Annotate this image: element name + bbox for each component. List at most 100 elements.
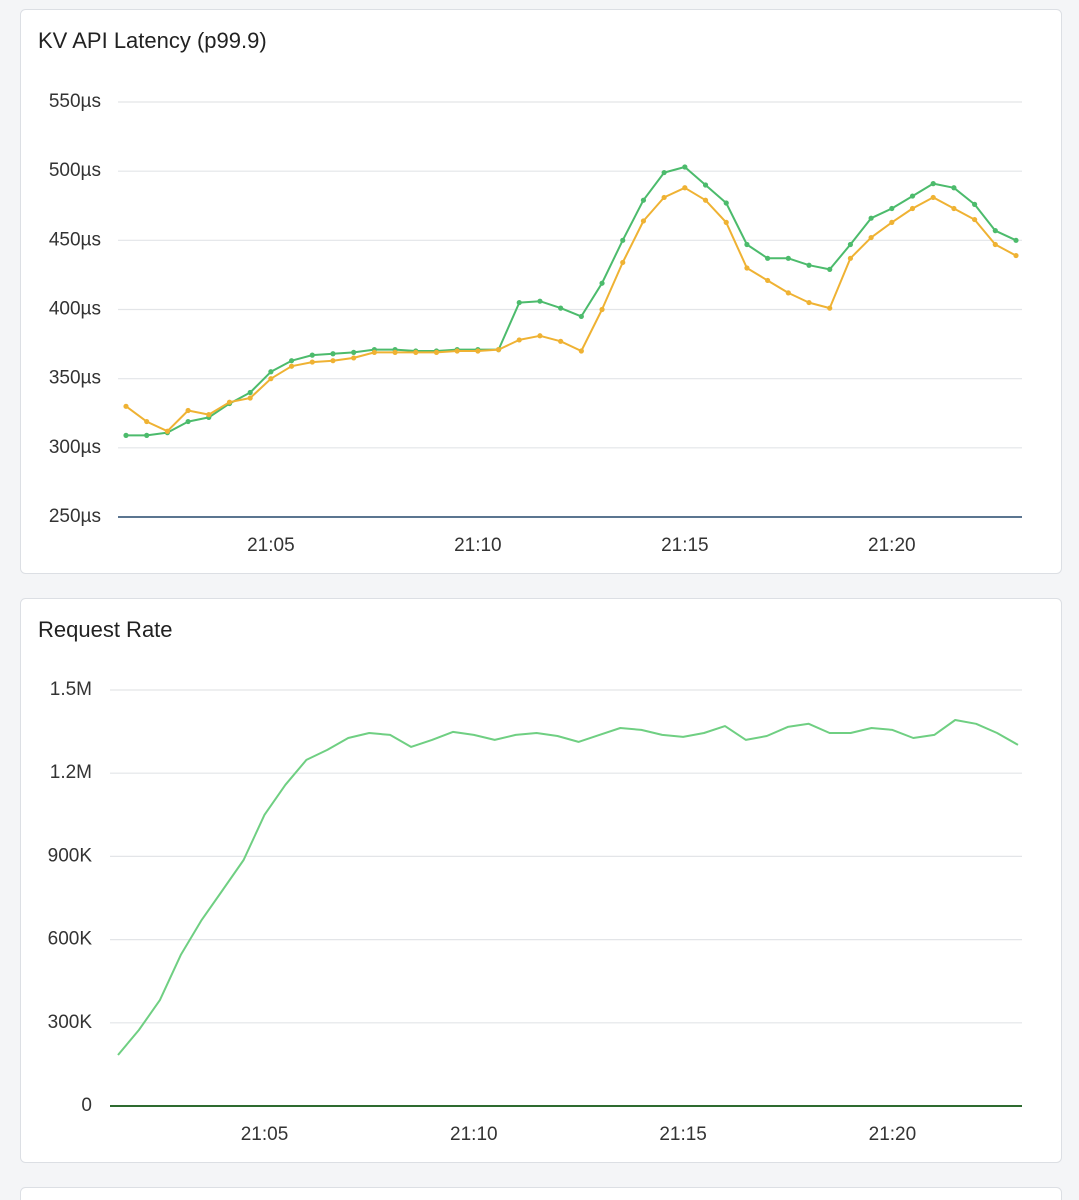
y-tick-label: 1.5M [50, 679, 92, 700]
y-tick-label: 400µs [49, 299, 101, 320]
x-tick-label: 21:15 [661, 535, 709, 556]
y-tick-label: 450µs [49, 229, 101, 250]
data-point [620, 259, 626, 266]
data-point [847, 255, 854, 261]
data-point [144, 418, 150, 425]
y-tick-label: 600K [48, 929, 93, 950]
data-point [599, 306, 605, 313]
data-point [640, 218, 647, 224]
data-point [640, 197, 647, 203]
data-point [661, 194, 667, 201]
data-point [309, 352, 315, 358]
data-point [123, 403, 129, 409]
data-point [827, 305, 833, 311]
data-point [413, 349, 419, 355]
data-point [578, 313, 584, 320]
data-point [185, 418, 191, 425]
data-point [433, 349, 440, 355]
x-tick-label: 21:20 [868, 535, 916, 556]
data-point [351, 349, 357, 355]
data-point [723, 219, 729, 225]
data-point [909, 205, 916, 212]
data-point [723, 200, 729, 206]
data-point [992, 228, 998, 234]
data-point [206, 412, 212, 418]
data-point [847, 241, 854, 248]
panel [20, 1187, 1062, 1200]
data-point [992, 241, 998, 248]
data-point [537, 333, 543, 339]
data-point [951, 205, 957, 212]
data-point [454, 348, 460, 354]
y-tick-label: 500µs [49, 160, 101, 181]
data-point [889, 219, 895, 225]
chart-title: KV API Latency (p99.9) [38, 28, 267, 53]
x-tick-label: 21:10 [454, 535, 502, 556]
series-line [117, 719, 1019, 1056]
data-point [930, 194, 936, 201]
data-point [558, 305, 564, 311]
data-point [765, 255, 771, 261]
data-point [578, 348, 584, 354]
data-point [702, 197, 709, 203]
data-point [247, 389, 253, 396]
data-point [868, 215, 874, 221]
data-point [1013, 237, 1019, 243]
y-tick-label: 1.2M [50, 762, 92, 783]
data-point [330, 351, 336, 357]
x-tick-label: 21:10 [450, 1124, 498, 1145]
data-point [682, 164, 688, 170]
data-point [558, 338, 564, 344]
data-point [765, 277, 771, 284]
data-point [164, 428, 170, 434]
data-point [495, 347, 502, 353]
data-point [268, 376, 274, 382]
data-point [247, 395, 253, 401]
series-line [125, 186, 1017, 433]
data-point [972, 201, 978, 207]
series-line [126, 166, 1017, 437]
y-tick-label: 300µs [49, 437, 101, 458]
y-tick-label: 0 [81, 1095, 92, 1116]
data-point [599, 280, 605, 286]
data-point [620, 237, 626, 243]
data-point [868, 234, 874, 241]
data-point [516, 337, 522, 343]
data-point [537, 298, 543, 304]
data-point [309, 359, 315, 365]
data-point [392, 349, 398, 355]
data-point [226, 399, 233, 405]
data-point [827, 266, 833, 272]
data-point [744, 241, 750, 248]
data-point [785, 255, 791, 261]
x-tick-label: 21:15 [659, 1124, 707, 1145]
x-tick-label: 21:05 [241, 1124, 289, 1145]
data-point [682, 185, 688, 191]
data-point [330, 358, 336, 364]
data-point [144, 432, 150, 438]
data-point [288, 363, 295, 369]
data-point [972, 216, 978, 223]
data-point [185, 407, 191, 414]
panel [20, 9, 1062, 574]
data-point [123, 432, 129, 438]
data-point [702, 182, 709, 188]
data-point [1013, 252, 1019, 259]
data-point [909, 193, 916, 199]
data-point [516, 299, 522, 306]
y-tick-label: 350µs [49, 368, 101, 389]
data-point [475, 348, 481, 354]
data-point [351, 355, 357, 361]
data-point [371, 349, 377, 355]
data-point [889, 205, 895, 212]
y-tick-label: 550µs [49, 91, 101, 112]
data-point [806, 262, 812, 268]
data-point [785, 290, 791, 296]
chart-title: Request Rate [38, 617, 173, 642]
data-point [930, 181, 936, 187]
data-point [951, 185, 957, 191]
data-point [288, 358, 295, 364]
data-point [744, 265, 750, 271]
